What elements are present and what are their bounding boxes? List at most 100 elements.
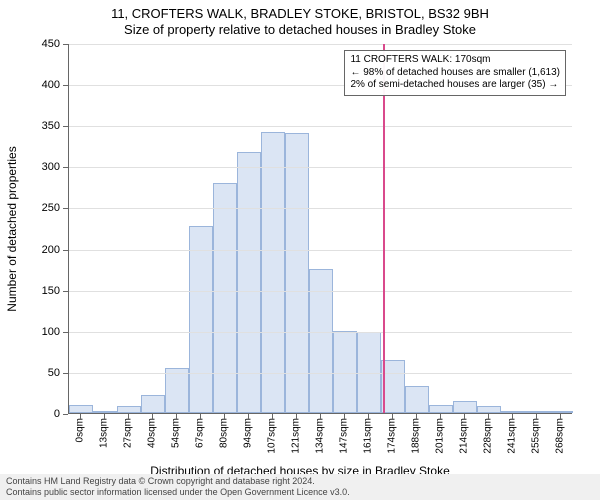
- x-tick-label: 54sqm: [171, 418, 182, 448]
- y-tick-mark: [63, 85, 68, 86]
- grid-line: [69, 373, 572, 374]
- grid-line: [69, 167, 572, 168]
- x-tick-mark: [368, 414, 369, 419]
- marker-annotation: 11 CROFTERS WALK: 170sqm ← 98% of detach…: [344, 50, 566, 96]
- x-tick-label: 80sqm: [219, 418, 230, 448]
- y-tick-label: 250: [26, 202, 60, 214]
- histogram-bar: [405, 386, 429, 413]
- x-tick-mark: [464, 414, 465, 419]
- x-tick-mark: [320, 414, 321, 419]
- histogram-bar: [477, 406, 501, 413]
- x-tick-mark: [152, 414, 153, 419]
- x-tick-label: 121sqm: [291, 418, 302, 454]
- x-tick-label: 40sqm: [147, 418, 158, 448]
- y-tick-mark: [63, 126, 68, 127]
- y-tick-mark: [63, 373, 68, 374]
- y-tick-label: 200: [26, 244, 60, 256]
- footer-line2: Contains public sector information licen…: [6, 487, 594, 497]
- footer-line1: Contains HM Land Registry data © Crown c…: [6, 476, 594, 486]
- y-tick-mark: [63, 208, 68, 209]
- histogram-bar: [285, 133, 309, 413]
- x-tick-label: 161sqm: [363, 418, 374, 454]
- grid-line: [69, 291, 572, 292]
- x-tick-label: 147sqm: [339, 418, 350, 454]
- y-tick-label: 100: [26, 326, 60, 338]
- y-tick-label: 150: [26, 285, 60, 297]
- x-tick-label: 268sqm: [555, 418, 566, 454]
- annotation-line3: 2% of semi-detached houses are larger (3…: [350, 79, 560, 92]
- histogram-bar: [501, 411, 525, 413]
- x-tick-label: 67sqm: [195, 418, 206, 448]
- x-tick-label: 174sqm: [387, 418, 398, 454]
- histogram-bar: [453, 401, 477, 413]
- x-tick-label: 27sqm: [123, 418, 134, 448]
- y-tick-mark: [63, 332, 68, 333]
- histogram-bar: [117, 406, 141, 413]
- y-tick-label: 300: [26, 161, 60, 173]
- x-tick-label: 241sqm: [507, 418, 518, 454]
- y-tick-label: 350: [26, 120, 60, 132]
- y-tick-label: 450: [26, 38, 60, 50]
- histogram-bar: [549, 411, 573, 413]
- x-tick-label: 188sqm: [411, 418, 422, 454]
- x-tick-mark: [80, 414, 81, 419]
- x-tick-mark: [488, 414, 489, 419]
- histogram-bar: [141, 395, 165, 413]
- x-tick-mark: [176, 414, 177, 419]
- annotation-line2: ← 98% of detached houses are smaller (1,…: [350, 67, 560, 80]
- y-tick-mark: [63, 44, 68, 45]
- x-tick-mark: [224, 414, 225, 419]
- grid-line: [69, 208, 572, 209]
- x-tick-label: 255sqm: [531, 418, 542, 454]
- chart-container: 11, CROFTERS WALK, BRADLEY STOKE, BRISTO…: [0, 0, 600, 500]
- plot-area: 11 CROFTERS WALK: 170sqm ← 98% of detach…: [68, 44, 572, 414]
- footer: Contains HM Land Registry data © Crown c…: [0, 474, 600, 500]
- y-tick-mark: [63, 167, 68, 168]
- x-tick-label: 201sqm: [435, 418, 446, 454]
- x-tick-mark: [512, 414, 513, 419]
- x-tick-label: 107sqm: [267, 418, 278, 454]
- histogram-bar: [93, 411, 117, 413]
- x-tick-label: 214sqm: [459, 418, 470, 454]
- x-tick-label: 13sqm: [99, 418, 110, 448]
- y-tick-label: 50: [26, 367, 60, 379]
- y-axis-label: Number of detached properties: [5, 146, 19, 311]
- histogram-bar: [189, 226, 213, 413]
- histogram-bar: [69, 405, 93, 413]
- histogram-bar: [165, 368, 189, 413]
- x-tick-mark: [104, 414, 105, 419]
- x-tick-mark: [128, 414, 129, 419]
- x-tick-mark: [392, 414, 393, 419]
- x-tick-mark: [296, 414, 297, 419]
- grid-line: [69, 332, 572, 333]
- histogram-bar: [429, 405, 453, 413]
- x-tick-mark: [536, 414, 537, 419]
- histogram-bar: [261, 132, 285, 413]
- chart-title-line1: 11, CROFTERS WALK, BRADLEY STOKE, BRISTO…: [0, 6, 600, 21]
- x-tick-mark: [440, 414, 441, 419]
- y-tick-mark: [63, 250, 68, 251]
- histogram-bar: [213, 183, 237, 413]
- chart-title-line2: Size of property relative to detached ho…: [0, 22, 600, 37]
- annotation-line1: 11 CROFTERS WALK: 170sqm: [350, 54, 560, 67]
- x-tick-mark: [248, 414, 249, 419]
- x-tick-label: 228sqm: [483, 418, 494, 454]
- x-tick-label: 94sqm: [243, 418, 254, 448]
- x-tick-mark: [560, 414, 561, 419]
- x-tick-mark: [272, 414, 273, 419]
- y-tick-mark: [63, 414, 68, 415]
- x-tick-label: 0sqm: [75, 418, 86, 442]
- grid-line: [69, 250, 572, 251]
- bars-layer: [69, 44, 572, 413]
- grid-line: [69, 44, 572, 45]
- y-tick-label: 400: [26, 79, 60, 91]
- x-tick-mark: [344, 414, 345, 419]
- x-tick-mark: [416, 414, 417, 419]
- x-tick-mark: [200, 414, 201, 419]
- y-tick-label: 0: [26, 408, 60, 420]
- x-tick-label: 134sqm: [315, 418, 326, 454]
- y-tick-mark: [63, 291, 68, 292]
- histogram-bar: [525, 411, 549, 413]
- grid-line: [69, 126, 572, 127]
- marker-line: [383, 44, 385, 413]
